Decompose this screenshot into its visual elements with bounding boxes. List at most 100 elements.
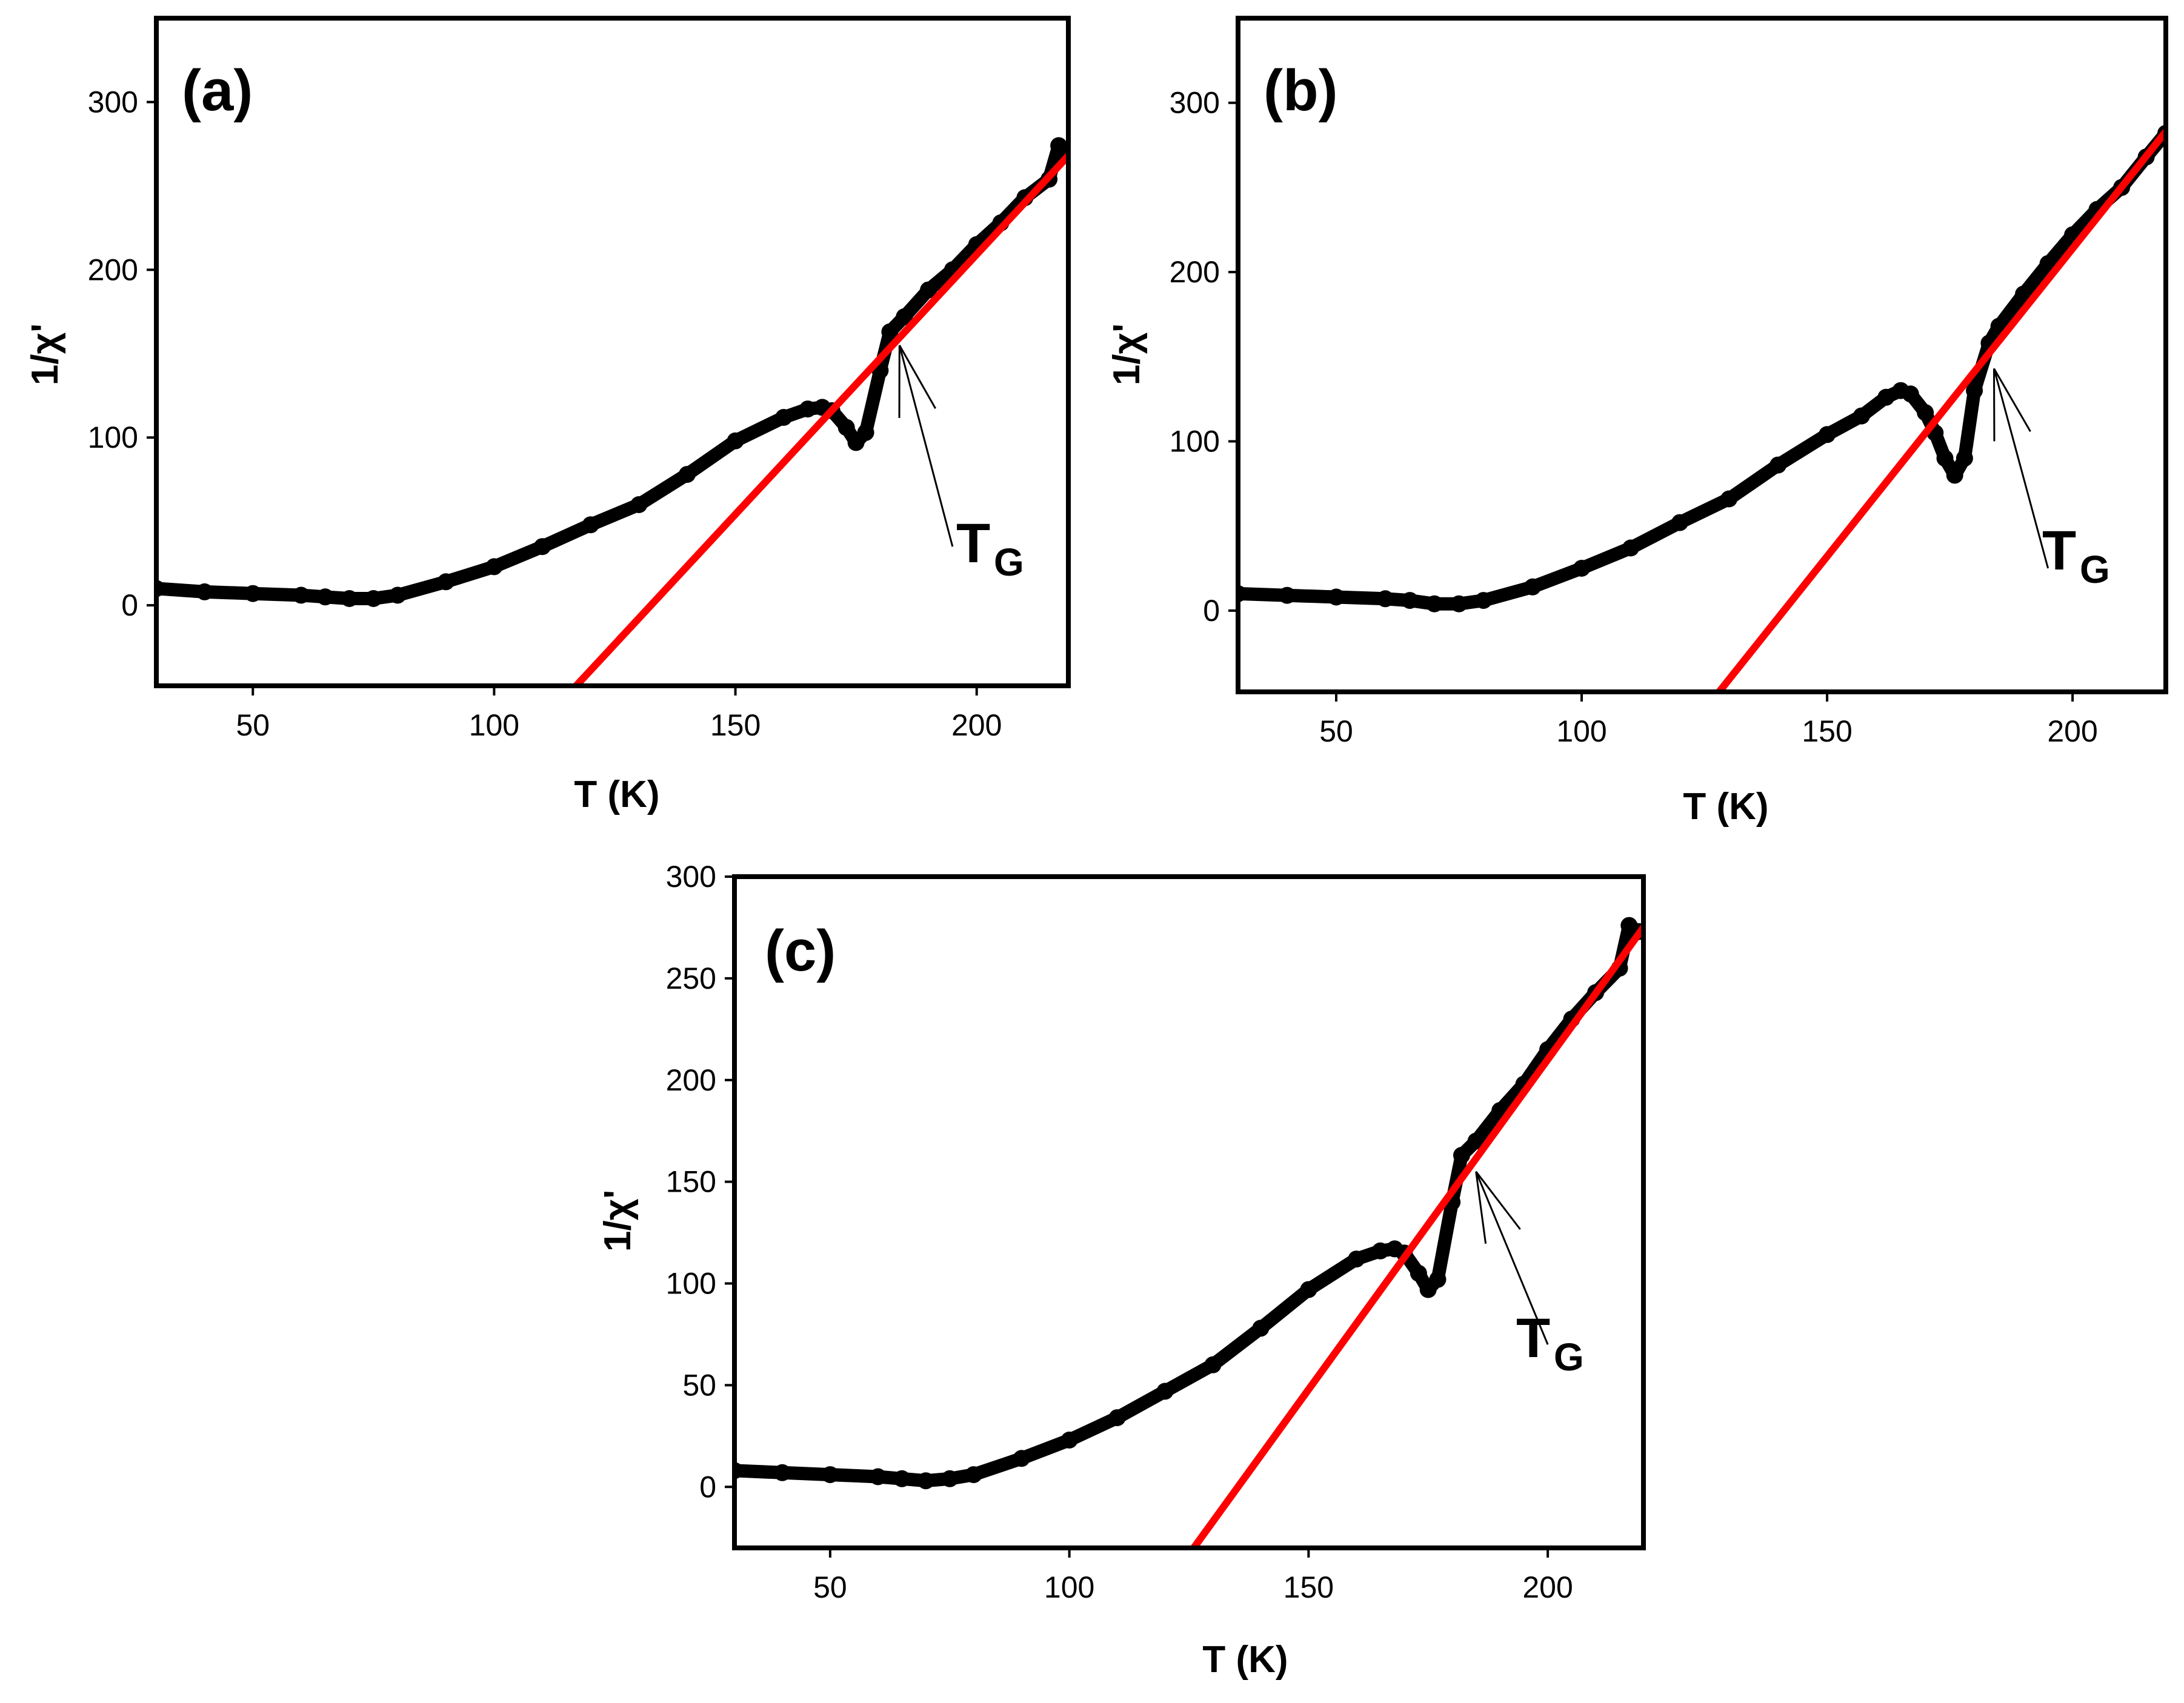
panel-c-y-tick-label: 250 <box>666 961 716 995</box>
panel-b-data-point <box>1401 592 1419 609</box>
panel-b-fit-line <box>1715 128 2166 692</box>
panel-c-data-point <box>1204 1356 1222 1373</box>
panel-c-y-tick-label: 50 <box>682 1368 716 1402</box>
panel-a-x-tick-label: 50 <box>236 708 270 742</box>
panel-b-data-point <box>1671 514 1688 531</box>
panel-b-y-tick-label: 200 <box>1170 255 1220 289</box>
panel-b-x-tick-label: 200 <box>2047 714 2097 748</box>
panel-c-data-point <box>965 1466 982 1484</box>
panel-b-tg-annotation: T G <box>2042 520 2110 591</box>
panel-a-plot-layer: 50 100 150 200 0 100 200 300 <box>88 16 1071 742</box>
panel-b-data-point <box>1946 466 1963 484</box>
panel-c-data-point <box>1156 1383 1174 1400</box>
panel-c-tg-arrowhead-barb <box>1475 1170 1521 1230</box>
panel-a-data-point <box>341 590 358 607</box>
panel-c-data-point <box>1453 1147 1470 1164</box>
panel-a-x-tick-label: 100 <box>469 708 519 742</box>
panel-a-data-point <box>630 496 648 513</box>
panel-c-tg-arrowhead-barb <box>1475 1171 1487 1244</box>
panel-b-x-tick-label: 150 <box>1802 714 1852 748</box>
panel-c-tg-subscript: G <box>1554 1335 1584 1379</box>
panel-a-tg-annotation: T G <box>956 513 1024 584</box>
panel-a-tg-arrow <box>898 345 954 547</box>
panel-a-data-point <box>365 590 382 607</box>
panel-c-y-axis-title: 1/χ' <box>597 1190 639 1252</box>
panel-b-tg-text: T <box>2042 520 2076 582</box>
panel-a-data-point <box>920 281 937 299</box>
panel-b: 50 100 150 200 0 100 200 300 (b) T (K) 1/χ' T G <box>1106 16 2168 828</box>
panel-c-data-point <box>917 1472 934 1490</box>
panel-b-data-point <box>1720 490 1738 508</box>
panel-a-tg-subscript: G <box>994 540 1024 584</box>
panel-c-frame <box>732 874 1646 1550</box>
panel-b-data-point <box>1279 586 1296 604</box>
panel-c-x-axis-title: T (K) <box>1202 1639 1288 1681</box>
panel-c-x-tick-label: 200 <box>1522 1570 1573 1604</box>
panel-b-tg-arrowhead-barb <box>1993 368 2031 433</box>
panel-b-data-point <box>1770 456 1787 474</box>
panel-b-data-point <box>1917 404 1934 421</box>
panel-c-y-tick-label: 0 <box>699 1470 716 1504</box>
panel-b-data-point <box>1377 590 1394 608</box>
panel-c-data-point <box>1060 1432 1078 1449</box>
panel-b-data-point <box>1328 588 1345 606</box>
panel-c-plot-layer: 50 100 150 200 0 50 100 150 200 250 300 <box>666 860 1646 1604</box>
panel-c-x-tick-label: 150 <box>1283 1570 1334 1604</box>
panel-b-x-tick-label: 100 <box>1556 714 1606 748</box>
panel-c-tg-annotation: T G <box>1516 1307 1584 1379</box>
panel-c-label: (c) <box>765 918 836 983</box>
panel-c-data-point <box>821 1466 839 1484</box>
panel-a-x-axis-title: T (K) <box>574 774 659 815</box>
panel-a-y-tick-label: 300 <box>88 85 138 119</box>
panel-b-data-point <box>2039 255 2057 273</box>
panel-b-data-point <box>1524 578 1541 596</box>
panel-c-data-point <box>1467 1132 1485 1150</box>
panel-c-data-point <box>1252 1320 1270 1337</box>
panel-c-tg-arrow-shaft <box>1475 1171 1549 1345</box>
panel-b-data-point <box>1877 388 1895 406</box>
panel-b-data-point <box>1902 385 1919 403</box>
panel-c-data-point <box>1429 1270 1447 1288</box>
panel-a-y-tick-label: 200 <box>88 253 138 287</box>
panel-a-data-point <box>727 432 744 450</box>
panel-c-data-point <box>941 1470 959 1487</box>
panel-c-data-point <box>773 1464 791 1481</box>
panel-a-data-point <box>678 466 696 483</box>
panel-b-tg-subscript: G <box>2080 548 2110 591</box>
panel-b-data-point <box>1622 539 1639 557</box>
panel-b-data-point <box>1956 450 1973 467</box>
panel-b-data-point <box>1450 595 1468 612</box>
panel-a-x-tick-label: 150 <box>710 708 761 742</box>
panel-c-x-tick-label: 50 <box>813 1570 847 1604</box>
panel-a-y-tick-label: 0 <box>121 588 138 622</box>
panel-b-y-tick-label: 0 <box>1203 594 1220 628</box>
panel-b-data-point <box>1853 407 1870 425</box>
panel-a-data-point <box>582 516 599 534</box>
panel-a-data-point <box>799 400 816 418</box>
panel-b-x-tick-label: 50 <box>1319 714 1353 748</box>
panel-a-data-point <box>292 586 310 604</box>
panel-b-tg-arrow <box>1993 368 2049 569</box>
panel-a-data-point <box>485 558 503 576</box>
panel-c-data-point <box>1108 1409 1126 1427</box>
panel-a-data-point <box>881 323 899 340</box>
panel-a-data-point <box>437 573 454 591</box>
panel-c-data-point <box>1300 1281 1317 1298</box>
panel-a-frame <box>154 16 1071 688</box>
panel-a-data-point <box>196 583 213 600</box>
panel-c-y-tick-label: 150 <box>666 1165 716 1199</box>
panel-a-y-axis-title: 1/χ' <box>24 324 66 385</box>
panel-b-data-point <box>1573 560 1590 577</box>
panel-a-y-tick-label: 100 <box>88 420 138 454</box>
panel-b-y-tick-label: 300 <box>1170 86 1220 120</box>
panel-a-tg-text: T <box>956 513 990 574</box>
panel-c-y-tick-label: 100 <box>666 1267 716 1301</box>
panel-b-data-point <box>1936 450 1954 467</box>
panel-b-label: (b) <box>1263 58 1338 123</box>
panel-b-y-tick-label: 100 <box>1170 424 1220 458</box>
panel-b-x-axis-title: T (K) <box>1683 786 1768 828</box>
panel-a-data-point <box>775 409 793 426</box>
